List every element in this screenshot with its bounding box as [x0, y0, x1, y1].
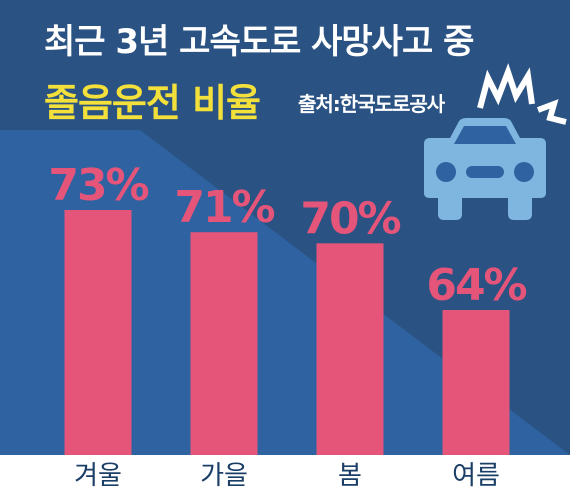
category-label-겨울: 겨울	[74, 461, 122, 491]
car-crash-icon	[424, 63, 567, 220]
crash-spark-2	[536, 99, 567, 125]
value-labels: 73% 71% 70% 64%	[48, 160, 528, 311]
value-label-봄: 70%	[300, 193, 400, 244]
category-labels: 겨울 가을 봄 여름	[74, 461, 500, 491]
crash-spark-1	[477, 63, 535, 109]
footer-band	[0, 455, 570, 495]
bar-겨울	[64, 210, 132, 455]
source-label: 출처:한국도로공사	[298, 92, 445, 116]
title-line-1: 최근 3년 고속도로 사망사고 중	[44, 22, 474, 62]
car-grille	[466, 166, 504, 178]
car-headlight-left	[436, 162, 456, 182]
category-label-가을: 가을	[200, 461, 248, 491]
bar-가을	[190, 232, 258, 455]
value-label-가을: 71%	[174, 182, 274, 233]
bar-봄	[316, 243, 384, 455]
car-headlight-right	[514, 162, 534, 182]
value-label-여름: 64%	[426, 260, 526, 311]
background-diagonal	[0, 130, 570, 455]
category-label-봄: 봄	[338, 461, 362, 491]
car-window	[454, 126, 516, 144]
title-line-2: 졸음운전 비율	[44, 81, 261, 125]
bar-series	[64, 210, 510, 455]
bar-여름	[442, 310, 510, 455]
category-label-여름: 여름	[452, 461, 500, 491]
value-label-겨울: 73%	[48, 160, 148, 211]
